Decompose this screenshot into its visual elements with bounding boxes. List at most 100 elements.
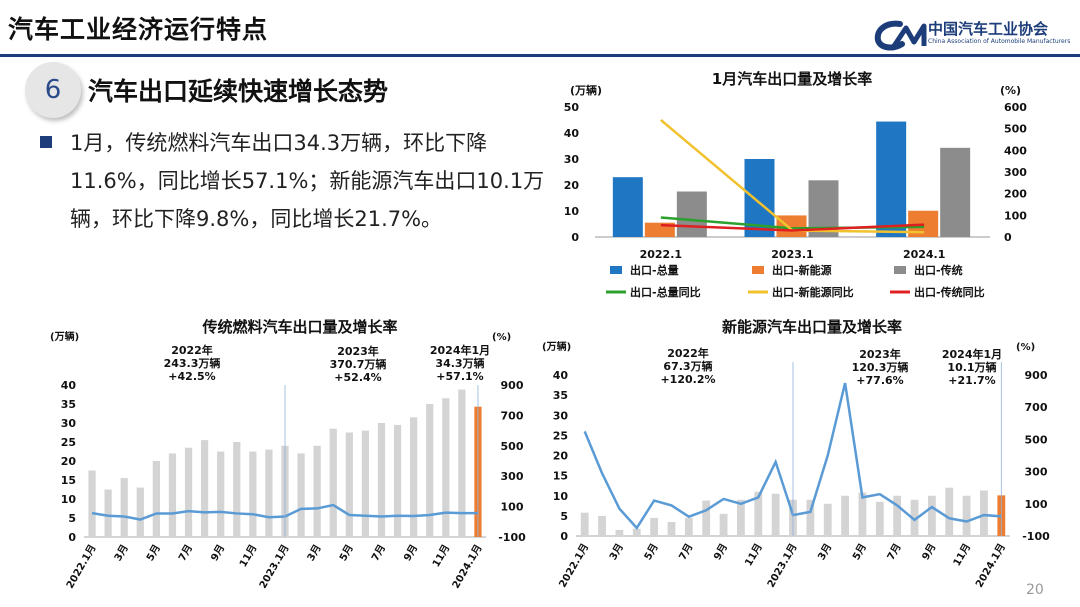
logo-name-cn: 中国汽车工业协会 [928,20,1049,38]
chart1-xtick: 2024.1 [903,248,945,261]
chart1-xtick: 2023.1 [771,248,813,261]
chart2-xtick: 2024.1月 [450,543,485,591]
chart1-line [660,223,925,232]
chart2-xtick: 5月 [144,543,163,564]
chart1-ytick-left: 0 [571,231,579,244]
header-divider [0,54,1080,57]
chart2-bar [184,447,193,537]
page-header-title: 汽车工业经济运行特点 [8,15,269,44]
chart1-ytick-right: 100 [1004,209,1027,222]
chart2-xtick: 9月 [208,543,227,564]
chart2-ytick-right: -100 [498,531,526,544]
chart3-ytick-right: 300 [1025,466,1048,479]
chart3-ytick-right: 700 [1025,401,1048,414]
chart2-bar [361,430,370,537]
chart3-ytick-left: 5 [560,510,568,523]
chart1-title: 1月汽车出口量及增长率 [712,70,872,88]
chart2-bar [426,404,434,537]
chart2-bar [345,432,353,537]
chart1-ytick-left: 20 [564,179,580,192]
chart3-bar [650,517,659,536]
chart2-xtick: 3月 [112,543,131,564]
chart1-legend-label: 出口-总量同比 [630,285,701,299]
chart3-xtick: 2022.1月 [557,542,592,590]
chart3-xtick: 11月 [951,542,973,569]
chart3-bar [858,492,867,536]
chart2-xtick: 2023.1月 [257,543,292,591]
chart2-ytick-right: 900 [501,379,524,392]
chart2-ytick-left: 15 [61,474,76,487]
chart2-line [91,503,478,521]
chart3-annotation-volume: 10.1万辆 [947,360,996,374]
chart2-bar [200,440,209,537]
chart2-bar [410,417,418,537]
chart2-annotation-growth: +52.4% [334,371,381,384]
chart2-ytick-right: 100 [501,501,524,514]
chart1-ytick-left: 30 [564,153,580,166]
chart2-bar [297,453,305,537]
chart1-legend-label: 出口-传统同比 [914,285,985,299]
chart1-legend-label: 出口-传统 [914,263,963,277]
chart2-ytick-right: 700 [501,409,524,422]
chart3-bar [719,513,728,536]
chart3-annotation-year: 2024年1月 [942,347,1002,361]
chart3-xtick: 7月 [677,542,696,563]
chart3-bar [771,493,780,536]
chart3-annotation-growth: +120.2% [660,373,715,386]
chart2-ylabel-left: (万辆) [50,330,79,343]
chart1-legend-label: 出口-总量 [630,263,679,277]
chart2-annotation-volume: 34.3万辆 [435,356,484,370]
chart3-annotation-growth: +77.6% [856,374,903,387]
chart3-xtick: 3月 [815,542,834,563]
chart3-annotation-volume: 120.3万辆 [852,360,909,374]
chart2-ytick-left: 20 [61,455,77,468]
chart1-legend-label: 出口-新能源同比 [772,285,854,299]
chart2-bar [233,442,241,537]
chart3-ytick-right: -100 [1022,530,1050,543]
page-number: 20 [1026,582,1044,598]
chart1-line [660,216,925,230]
chart2-annotation-volume: 243.3万辆 [164,356,221,370]
chart2-ytick-right: 500 [501,440,524,453]
chart1-ytick-right: 200 [1004,188,1027,201]
chart3-ylabel-right: (%) [1016,342,1035,353]
chart2-bar [377,423,386,537]
chart2-xtick: 7月 [176,543,195,564]
chart1-bar [644,222,675,237]
chart3-bar [702,500,711,536]
chart3-annotation-year: 2022年 [667,346,709,360]
chart2-annotation-year: 2022年 [171,343,213,357]
chart2-annotation-year: 2023年 [337,344,379,358]
chart2-bar [88,470,96,537]
section-title: 汽车出口延续快速增长态势 [88,77,389,106]
chart1-ytick-right: 400 [1004,144,1027,157]
chart1-ytick-left: 10 [564,205,580,218]
chart3-ytick-left: 0 [560,530,568,543]
chart1-ytick-left: 40 [564,127,580,140]
chart3-ytick-left: 35 [553,389,568,402]
chart2-bar [136,487,144,537]
chart1-bar [676,191,707,237]
chart2-bar [217,451,225,537]
chart2-bar [281,445,289,537]
chart2-bar [168,453,177,537]
chart3-annotation-year: 2023年 [859,347,901,361]
chart2-bar [104,489,112,537]
chart2-ylabel-right: (%) [492,332,511,343]
chart2-xtick: 11月 [237,543,259,570]
chart3-bar [598,515,606,536]
chart3-bar [945,487,954,536]
chart2-annotation-growth: +42.5% [168,370,215,383]
chart3-bar [580,512,589,536]
chart2-bar [313,445,321,537]
chart1-ytick-right: 0 [1004,231,1012,244]
chart3-bar [841,495,849,536]
caam-logo-icon [874,20,927,51]
chart1-legend-swatch [894,266,906,274]
chart3-bar [927,495,936,536]
chart3-annotation-volume: 67.3万辆 [663,359,712,373]
chart1-ytick-right: 300 [1004,166,1027,179]
chart3-ytick-left: 40 [553,369,569,382]
chart1-ylabel-left: (万辆) [570,83,602,97]
chart1-bar [808,180,839,237]
